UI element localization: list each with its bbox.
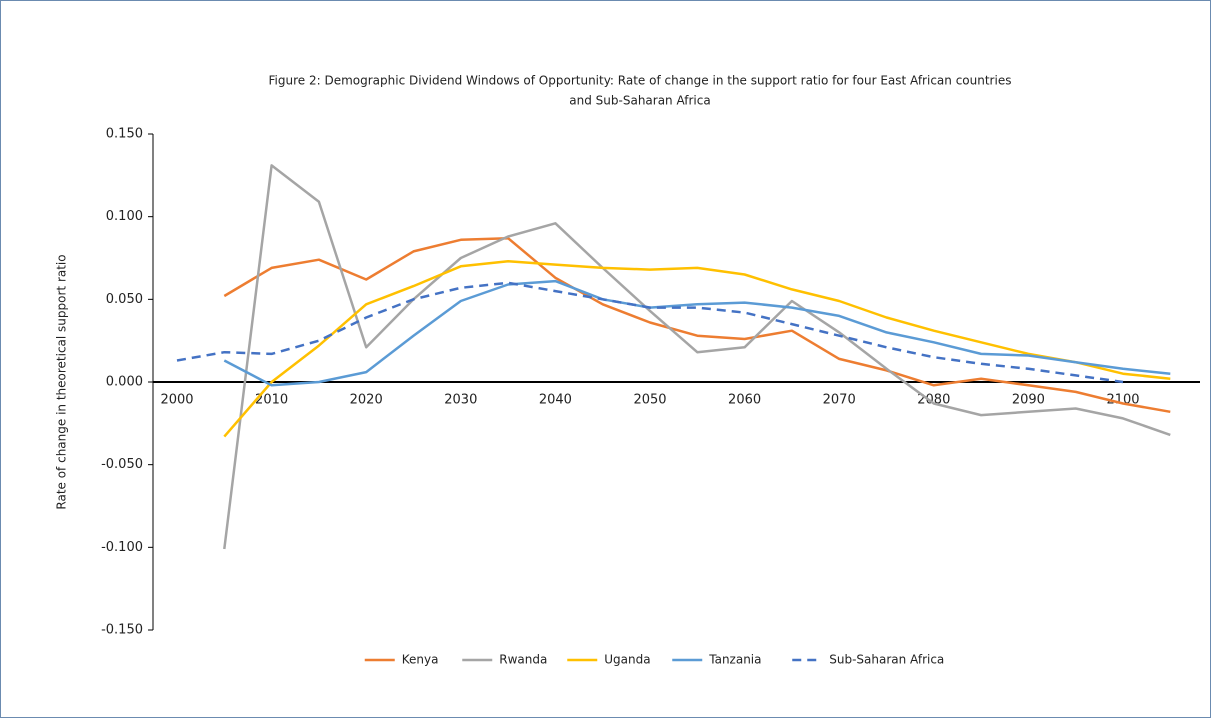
x-tick-label: 2060 [728, 393, 761, 408]
y-tick-label: -0.150 [101, 623, 143, 638]
legend-label: Rwanda [499, 653, 547, 667]
x-tick-label: 2090 [1012, 393, 1045, 408]
y-tick-label: 0.150 [106, 127, 143, 142]
y-tick-label: 0.000 [106, 375, 143, 390]
chart-title: and Sub-Saharan Africa [569, 94, 710, 108]
series-line [223, 260, 1171, 438]
series-line [176, 281, 1124, 384]
x-tick-label: 2000 [160, 393, 193, 408]
legend-label: Sub-Saharan Africa [829, 653, 944, 667]
x-tick-label: 2030 [444, 393, 477, 408]
series-line [223, 236, 1171, 414]
y-axis-label: Rate of change in theoretical support ra… [55, 254, 69, 509]
x-tick-label: 2010 [255, 393, 288, 408]
x-tick-label: 2040 [539, 393, 572, 408]
x-tick-label: 2070 [823, 393, 856, 408]
series-line [223, 164, 1171, 550]
legend-label: Tanzania [708, 653, 761, 667]
series-line [223, 279, 1171, 387]
y-tick-label: 0.100 [106, 209, 143, 224]
x-tick-label: 2020 [350, 393, 383, 408]
chart-title: Figure 2: Demographic Dividend Windows o… [269, 74, 1012, 88]
legend-label: Uganda [604, 653, 650, 667]
y-tick-label: 0.050 [106, 292, 143, 307]
y-tick-label: -0.050 [101, 457, 143, 472]
x-tick-label: 2050 [633, 393, 666, 408]
legend-label: Kenya [402, 653, 439, 667]
y-tick-label: -0.100 [101, 540, 143, 555]
